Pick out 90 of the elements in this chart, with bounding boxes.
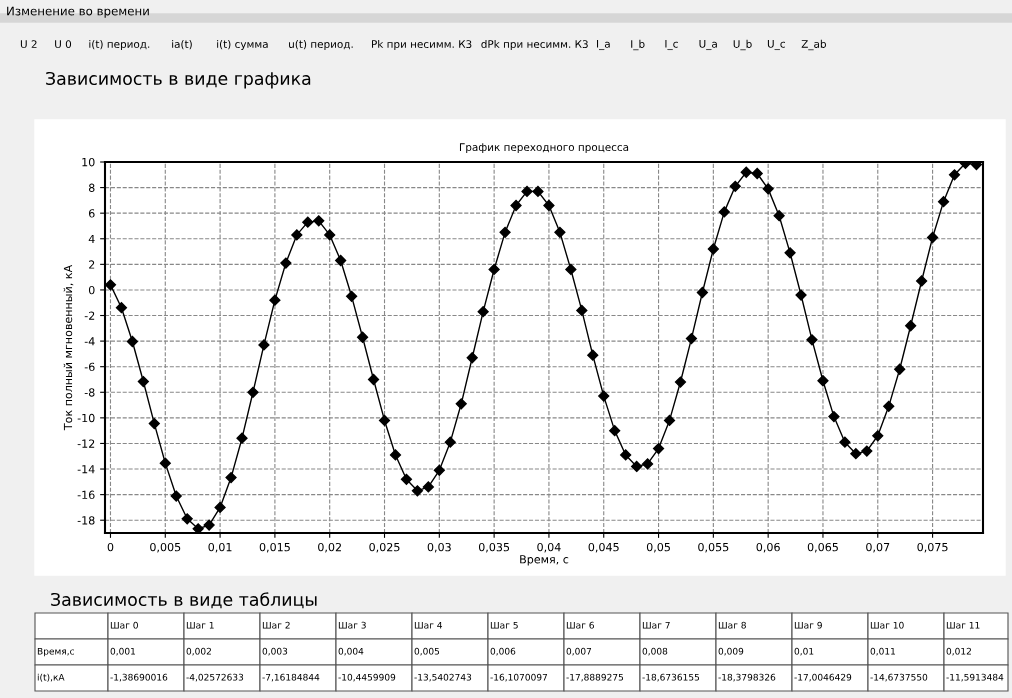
text: -4,02572633	[186, 673, 244, 682]
y-tick-label: -18	[77, 516, 95, 525]
y-tick-label: -2	[84, 311, 95, 320]
text: Зависимость в виде графика	[46, 71, 311, 89]
text: -10,4459909	[338, 673, 396, 682]
y-tick-label: 10	[82, 157, 95, 167]
text: i(t),кА	[37, 673, 65, 682]
y-tick-label: -16	[77, 490, 95, 499]
text: i(t) сумма	[217, 39, 268, 51]
text: 0,012	[946, 647, 971, 656]
text: 0,009	[718, 647, 744, 656]
x-tick-label: 0,055	[698, 542, 729, 553]
y-tick-label: -12	[77, 439, 95, 448]
x-tick-label: 0,035	[478, 542, 510, 553]
y-tick-label: -14	[77, 465, 95, 474]
text: 0,002	[186, 647, 211, 656]
text: I_b	[631, 39, 645, 51]
chart-title: График переходного процесса	[459, 143, 629, 154]
text: -7,16184844	[262, 673, 320, 682]
text: -11,5913484	[946, 673, 1004, 682]
x-tick-label: 0,015	[259, 542, 290, 553]
y-tick-label: 6	[88, 209, 95, 218]
text: -13,5402743	[414, 673, 472, 682]
text: -16,1070097	[490, 673, 548, 682]
text: 0,005	[414, 647, 440, 656]
text: 0,003	[262, 647, 288, 656]
text: -1,38690016	[110, 673, 168, 682]
text: Pk при несимм. К3	[372, 39, 472, 51]
y-tick-label: 0	[88, 285, 95, 295]
y-tick-label: 8	[88, 183, 95, 192]
text: dPk при несимм. К3	[481, 39, 588, 51]
y-tick-label: -10	[77, 413, 95, 423]
y-tick-label: -6	[84, 362, 95, 372]
x-tick-label: 0,02	[318, 542, 341, 553]
x-tick-label: 0,06	[756, 542, 780, 553]
text: Шаг 10	[870, 621, 904, 629]
x-tick-label: 0,075	[917, 542, 948, 553]
text: -18,3798326	[718, 673, 776, 682]
text: Шаг 2	[262, 621, 290, 629]
text: 0,004	[338, 647, 364, 656]
x-tick-label: 0,01	[208, 542, 232, 553]
text: Изменение во времени	[7, 6, 149, 18]
text: Шаг 4	[414, 621, 443, 629]
x-tick-label: 0,04	[537, 542, 561, 553]
y-tick-label: -4	[84, 337, 95, 346]
text: Шаг 5	[490, 621, 518, 629]
text: -17,8889275	[566, 673, 624, 682]
text: -18,6736155	[642, 673, 700, 682]
text: U_c	[767, 39, 785, 51]
x-tick-label: 0,025	[369, 542, 400, 553]
text: Шаг 0	[110, 621, 138, 629]
x-tick-label: 0,03	[427, 542, 451, 553]
text: I_a	[597, 39, 610, 51]
x-tick-label: 0,05	[646, 542, 670, 553]
text: Шаг 3	[338, 621, 366, 629]
text: Время,с	[37, 647, 74, 657]
text: 0,01	[794, 647, 814, 656]
y-axis-title: Ток полный мгновенный, кА	[63, 264, 74, 431]
text: ia(t)	[172, 39, 192, 50]
y-tick-label: -8	[84, 388, 95, 397]
x-tick-label: 0,07	[866, 542, 890, 553]
text: U_a	[699, 39, 717, 51]
y-tick-label: 2	[89, 260, 95, 269]
x-tick-label: 0,045	[588, 542, 619, 553]
x-tick-label: 0,005	[150, 542, 181, 553]
x-tick-label: 0,065	[807, 542, 838, 553]
y-tick-label: 4	[88, 234, 95, 243]
text: U_b	[733, 39, 752, 51]
text: 0,011	[870, 647, 896, 656]
text: Шаг 11	[946, 621, 980, 629]
text: 0,006	[490, 647, 516, 656]
text: 0,007	[566, 647, 592, 656]
x-tick-label: 0	[107, 542, 114, 552]
text: U 2	[20, 40, 37, 49]
text: Шаг 9	[794, 621, 822, 629]
text: Шаг 6	[566, 621, 594, 629]
text: -14,6737550	[870, 673, 928, 682]
text: I_c	[665, 39, 678, 51]
text: 0,001	[110, 647, 136, 656]
text: U 0	[55, 40, 72, 49]
x-axis-title: Время, с	[520, 555, 569, 566]
text: -17,0046429	[794, 673, 852, 682]
text: Зависимость в виде таблицы	[51, 592, 317, 609]
text: 0,008	[642, 647, 668, 656]
text: Шаг 7	[642, 621, 670, 629]
text: Шаг 8	[718, 621, 746, 629]
text: Шаг 1	[186, 621, 214, 629]
text: u(t) период.	[289, 39, 353, 51]
text: Z_ab	[801, 39, 826, 51]
text: i(t) период.	[89, 39, 150, 51]
